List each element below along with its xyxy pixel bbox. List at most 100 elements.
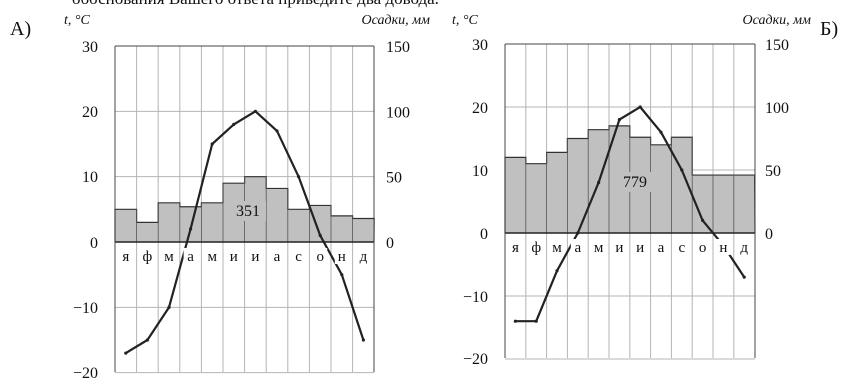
- c1-temperature-point: [742, 275, 746, 279]
- c1-month-label: м: [594, 240, 604, 256]
- c1-left-axis-title: t, °C: [452, 13, 478, 28]
- c0-month-label: я: [122, 249, 129, 265]
- c0-temperature-point: [232, 122, 236, 126]
- c0-right-tick-label: 100: [386, 104, 410, 121]
- c1-temperature-point: [555, 269, 559, 273]
- c1-month-label: и: [636, 240, 644, 256]
- c0-month-label-bg: [248, 248, 263, 264]
- c0-right-tick-label: 50: [386, 170, 402, 187]
- c0-month-label: и: [251, 249, 259, 265]
- c1-temperature-point: [576, 231, 580, 235]
- c1-month-label: а: [574, 240, 581, 256]
- c0-month-label: а: [187, 249, 194, 265]
- c1-month-label-bg: [529, 239, 544, 255]
- c0-left-tick-label: 20: [82, 104, 98, 121]
- c0-temperature-point: [124, 351, 128, 355]
- c0-temperature-point: [275, 129, 279, 133]
- c1-month-label-bg: [508, 239, 523, 255]
- c0-month-label: м: [164, 249, 174, 265]
- c0-left-tick-label: −10: [73, 300, 98, 317]
- c1-month-label: я: [512, 240, 519, 256]
- c0-left-tick-label: −20: [73, 365, 98, 382]
- c0-temperature-point: [340, 273, 344, 277]
- c0-precip-bar: [201, 202, 223, 242]
- c1-month-label: о: [699, 240, 707, 256]
- c1-right-tick-label: 50: [765, 163, 781, 180]
- c1-precip-bar: [505, 157, 526, 233]
- c1-right-axis-title: Осадки, мм: [743, 13, 812, 28]
- c0-month-label: ф: [143, 249, 153, 265]
- c0-precip-bar: [331, 215, 353, 242]
- c1-left-tick-label: 20: [472, 100, 488, 117]
- c0-month-label-bg: [313, 248, 328, 264]
- c1-month-label: и: [615, 240, 623, 256]
- c0-month-label-bg: [334, 248, 349, 264]
- c1-temperature-point: [513, 319, 518, 323]
- c1-month-label-bg: [612, 239, 627, 255]
- c1-right-tick-label: 150: [765, 37, 789, 54]
- c1-month-label: д: [740, 240, 748, 256]
- c0-month-label: м: [207, 249, 217, 265]
- c1-precip-bar: [650, 144, 672, 233]
- c0-right-tick-label: 0: [386, 235, 394, 252]
- c0-precip-bar: [115, 209, 137, 242]
- c0-month-label-bg: [140, 248, 155, 264]
- c0-left-tick-label: 0: [90, 235, 98, 252]
- c1-temperature-point: [701, 218, 705, 222]
- c0-month-label: и: [230, 249, 238, 265]
- c1-total-label-bg: [617, 172, 653, 192]
- c1-month-label: с: [678, 240, 685, 256]
- panel-label-b: Б): [820, 18, 839, 40]
- c0-left-tick-label: 30: [82, 39, 98, 56]
- c0-left-tick-label: 10: [82, 169, 98, 186]
- c0-temperature-point: [145, 338, 149, 342]
- c1-precip-bar: [692, 175, 713, 233]
- c0-total-label-bg: [230, 201, 266, 221]
- c0-precip-bar: [352, 218, 375, 242]
- c1-temperature-point: [534, 319, 538, 323]
- c1-month-label: м: [552, 240, 562, 256]
- c1-temperature-point: [597, 181, 601, 185]
- c1-month-label-bg: [654, 239, 668, 255]
- c1-right-tick-label: 100: [765, 100, 789, 117]
- panel-label-a: А): [10, 18, 32, 40]
- c1-left-tick-label: 30: [472, 37, 488, 54]
- c0-right-tick-label: 150: [386, 39, 410, 56]
- c1-month-label: ф: [531, 240, 541, 256]
- c1-left-tick-label: −20: [463, 351, 488, 368]
- c0-month-label-bg: [162, 248, 176, 264]
- c1-precip-bar: [733, 175, 755, 233]
- c0-precip-bar: [309, 205, 331, 242]
- c0-month-label: н: [338, 249, 346, 265]
- c1-precip-bar: [567, 138, 589, 233]
- c1-month-label-bg: [550, 239, 564, 255]
- c0-precip-bar: [179, 206, 202, 242]
- c1-month-label-bg: [716, 239, 731, 255]
- c0-temperature-point: [318, 233, 322, 238]
- c0-precip-bar: [287, 209, 310, 242]
- c1-temperature-point: [617, 118, 622, 122]
- c0-temperature-point: [210, 142, 214, 146]
- c0-temperature-point: [167, 305, 171, 309]
- c0-month-label-bg: [226, 248, 241, 264]
- c0-total-precip-label: 351: [236, 203, 260, 220]
- c0-month-label-bg: [183, 248, 198, 264]
- c0-temperature-point: [189, 227, 193, 231]
- c0-month-label-bg: [270, 248, 284, 264]
- c0-month-label: о: [316, 249, 324, 265]
- c1-month-label-bg: [674, 239, 689, 255]
- c0-month-label-bg: [205, 248, 220, 264]
- c0-temperature-point: [253, 109, 257, 113]
- c0-temperature-point: [297, 175, 301, 179]
- c0-month-label: а: [274, 249, 281, 265]
- c1-left-tick-label: 0: [480, 226, 488, 243]
- c1-precip-bar: [546, 152, 568, 233]
- c0-month-label-bg: [118, 248, 133, 264]
- c1-left-tick-label: 10: [472, 163, 488, 180]
- c1-month-label-bg: [633, 239, 648, 255]
- c0-month-label-bg: [356, 248, 371, 264]
- c0-right-axis-title: Осадки, мм: [362, 13, 431, 28]
- c1-temperature-point: [659, 130, 663, 134]
